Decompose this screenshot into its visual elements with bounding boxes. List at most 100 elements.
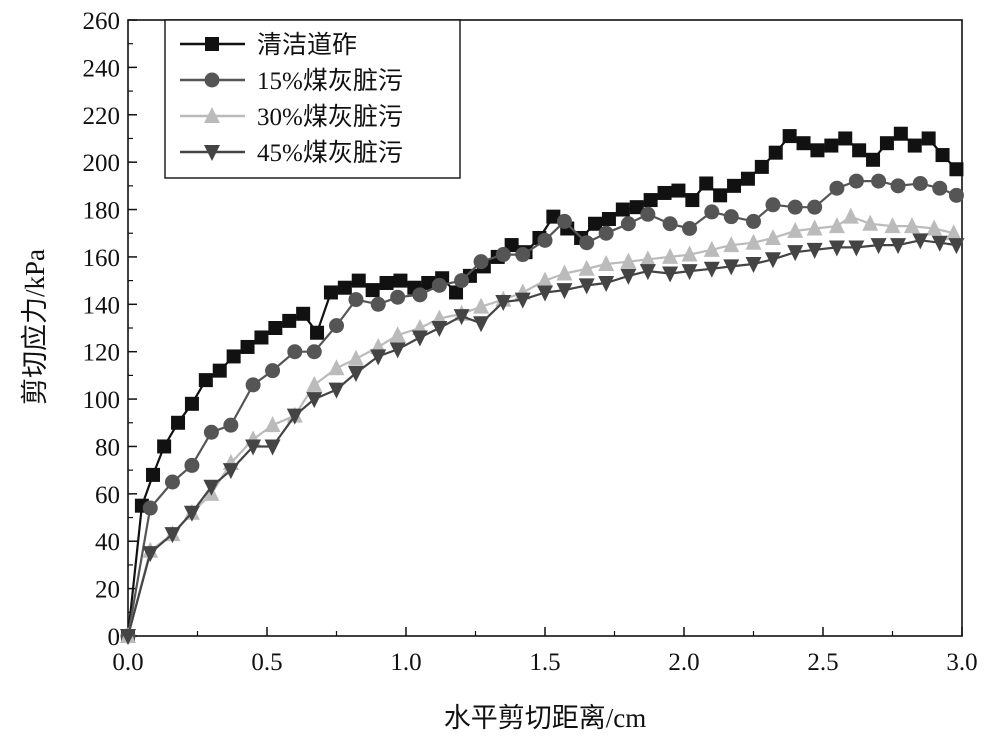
- legend: 清洁道砟 15%煤灰脏污 30%煤灰脏污 45%煤灰脏污: [164, 19, 461, 179]
- y-tick-label: 20: [95, 577, 120, 604]
- legend-label: 15%煤灰脏污: [257, 67, 403, 95]
- data-point: [264, 439, 281, 456]
- data-point: [245, 377, 261, 393]
- data-point: [871, 173, 887, 189]
- data-point: [745, 233, 762, 250]
- data-point: [828, 217, 845, 234]
- data-point: [806, 242, 823, 259]
- data-point: [838, 131, 853, 146]
- y-tick-label: 160: [83, 245, 121, 272]
- data-point: [870, 238, 887, 255]
- legend-marker: [204, 107, 220, 123]
- data-point: [421, 275, 436, 290]
- data-point: [727, 178, 742, 193]
- data-point: [337, 280, 352, 295]
- y-tick-label: 220: [83, 103, 121, 130]
- data-point: [598, 255, 615, 272]
- data-point: [287, 344, 303, 360]
- data-point: [268, 321, 283, 335]
- data-point: [787, 199, 803, 215]
- data-point: [588, 216, 603, 231]
- data-point: [146, 467, 161, 482]
- data-point: [629, 200, 644, 215]
- data-point: [431, 277, 447, 293]
- data-point: [578, 259, 595, 276]
- data-point: [764, 228, 781, 245]
- data-point: [932, 180, 948, 196]
- data-point: [473, 316, 490, 333]
- y-tick-label: 0: [108, 624, 121, 651]
- data-point: [514, 292, 531, 309]
- y-tick-label: 240: [83, 55, 121, 82]
- data-point: [412, 287, 428, 303]
- data-point: [912, 233, 929, 250]
- y-tick-label: 60: [95, 482, 120, 509]
- data-point: [643, 193, 658, 208]
- data-point: [328, 382, 345, 399]
- data-point: [379, 275, 394, 290]
- data-point: [671, 183, 686, 198]
- data-point: [265, 363, 281, 379]
- data-point: [411, 330, 428, 347]
- data-point: [157, 439, 172, 454]
- data-point: [907, 138, 922, 153]
- series-group: [120, 126, 965, 645]
- data-point: [787, 245, 804, 262]
- data-point: [347, 349, 364, 366]
- data-point: [495, 294, 512, 311]
- data-point: [578, 278, 595, 295]
- data-point: [306, 344, 322, 360]
- y-tick-label: 80: [95, 434, 120, 461]
- data-point: [912, 175, 928, 191]
- data-point: [931, 235, 948, 252]
- legend-marker: [204, 145, 220, 161]
- legend-marker: [205, 37, 219, 51]
- data-point: [328, 359, 345, 376]
- data-point: [824, 138, 839, 153]
- data-point: [852, 143, 867, 158]
- data-point: [723, 259, 740, 276]
- y-axis-title: 剪切应力/kPa: [20, 249, 50, 405]
- data-point: [945, 224, 962, 241]
- data-point: [704, 204, 720, 220]
- data-point: [796, 136, 811, 151]
- data-point: [183, 505, 200, 522]
- legend-item: 45%煤灰脏污: [180, 139, 403, 167]
- data-point: [782, 129, 797, 144]
- data-point: [454, 273, 470, 289]
- data-point: [389, 326, 406, 343]
- data-point: [264, 416, 281, 433]
- legend-item: 15%煤灰脏污: [180, 67, 403, 95]
- y-tick-label: 140: [83, 292, 121, 319]
- data-point: [223, 417, 239, 433]
- data-point: [389, 342, 406, 359]
- data-point: [848, 173, 864, 189]
- data-point: [615, 202, 630, 217]
- data-point: [537, 285, 553, 302]
- legend-item: 清洁道砟: [180, 31, 357, 59]
- data-point: [286, 408, 303, 425]
- data-point: [222, 463, 239, 480]
- legend-item: 30%煤灰脏污: [180, 103, 403, 131]
- data-point: [504, 238, 519, 253]
- data-point: [370, 349, 387, 366]
- data-point: [310, 325, 325, 340]
- data-point: [598, 225, 614, 241]
- x-tick-label: 1.5: [529, 649, 560, 676]
- data-point: [764, 252, 781, 269]
- data-point: [879, 136, 894, 151]
- data-point: [556, 264, 573, 281]
- data-point: [890, 238, 907, 255]
- data-point: [884, 217, 901, 234]
- legend-marker: [204, 72, 220, 88]
- data-point: [254, 330, 269, 345]
- data-point: [282, 313, 297, 328]
- data-point: [754, 159, 769, 174]
- data-point: [866, 152, 881, 167]
- data-point: [164, 474, 180, 490]
- axes: 0.0 0.5 1.0 1.5 2.0 2.5 3.0 0 20 40 60 80 100 120 140 1…: [83, 8, 978, 676]
- data-point: [537, 271, 553, 288]
- data-point: [323, 285, 338, 300]
- y-tick-label: 100: [83, 387, 121, 414]
